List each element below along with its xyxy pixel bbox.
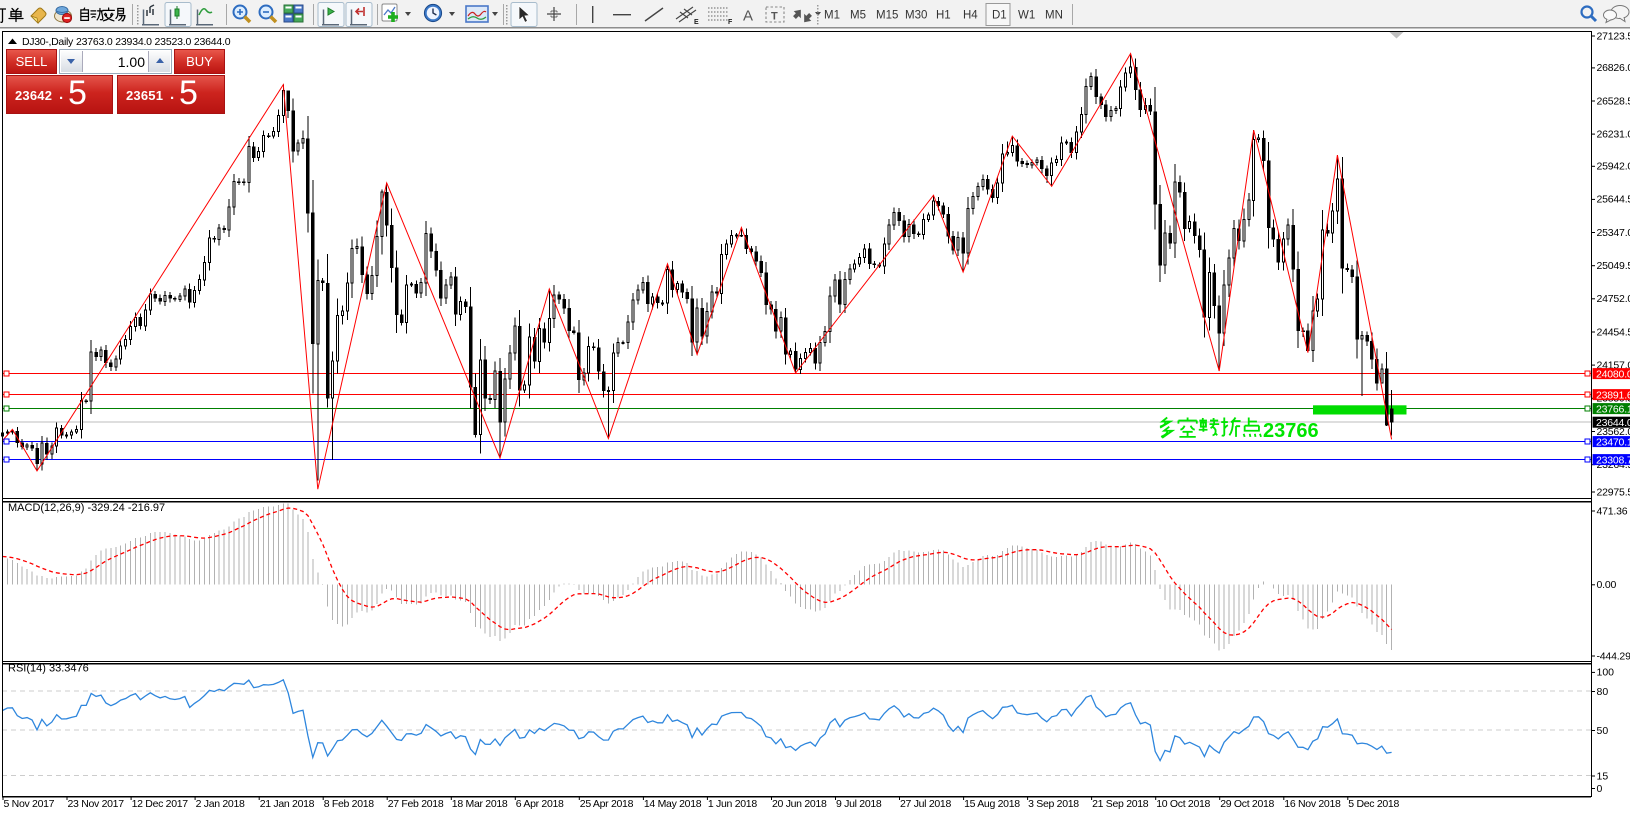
svg-text:23308.7: 23308.7 (1596, 454, 1630, 466)
svg-text:25 Apr 2018: 25 Apr 2018 (580, 798, 634, 810)
svg-text:M1: M1 (824, 10, 840, 22)
svg-text:14 May 2018: 14 May 2018 (644, 798, 702, 810)
svg-text:1 Jun 2018: 1 Jun 2018 (708, 798, 757, 810)
svg-text:27 Jul 2018: 27 Jul 2018 (900, 798, 951, 810)
svg-text:10 Oct 2018: 10 Oct 2018 (1156, 798, 1210, 810)
svg-text:27 Feb 2018: 27 Feb 2018 (388, 798, 444, 810)
svg-text:26231.0: 26231.0 (1597, 128, 1630, 140)
svg-text:H1: H1 (936, 10, 951, 22)
svg-text:H4: H4 (963, 10, 978, 22)
svg-text:8 Feb 2018: 8 Feb 2018 (324, 798, 375, 810)
svg-text:27123.5: 27123.5 (1597, 30, 1630, 42)
svg-text:2 Jan 2018: 2 Jan 2018 (196, 798, 245, 810)
svg-text:471.36: 471.36 (1597, 505, 1628, 517)
svg-text:F: F (728, 19, 733, 26)
svg-text:RSI(14) 33.3476: RSI(14) 33.3476 (8, 663, 89, 675)
svg-text:M30: M30 (905, 10, 927, 22)
svg-text:16 Nov 2018: 16 Nov 2018 (1284, 798, 1341, 810)
svg-text:23562.0: 23562.0 (1597, 426, 1630, 438)
svg-text:W1: W1 (1018, 10, 1035, 22)
svg-text:80: 80 (1597, 686, 1609, 698)
svg-text:E: E (694, 19, 699, 26)
svg-text:23763.0 23934.0 23523.0 23644.: 23763.0 23934.0 23523.0 23644.0 (76, 36, 231, 48)
svg-text:23766.1: 23766.1 (1596, 403, 1630, 415)
svg-text:26528.5: 26528.5 (1597, 95, 1630, 107)
svg-text:A: A (743, 8, 753, 25)
svg-text:-444.29: -444.29 (1597, 650, 1630, 662)
svg-text:18 Mar 2018: 18 Mar 2018 (452, 798, 508, 810)
svg-text:3 Sep 2018: 3 Sep 2018 (1028, 798, 1079, 810)
svg-text:20 Jun 2018: 20 Jun 2018 (772, 798, 827, 810)
svg-text:23 Nov 2017: 23 Nov 2017 (68, 798, 125, 810)
svg-text:5 Nov 2017: 5 Nov 2017 (4, 798, 55, 810)
svg-text:5 Dec 2018: 5 Dec 2018 (1348, 798, 1399, 810)
svg-text:9 Jul 2018: 9 Jul 2018 (836, 798, 882, 810)
svg-text:50: 50 (1597, 725, 1609, 737)
svg-text:21 Sep 2018: 21 Sep 2018 (1092, 798, 1149, 810)
svg-text:25644.5: 25644.5 (1597, 194, 1630, 206)
svg-text:24454.5: 24454.5 (1597, 326, 1630, 338)
svg-text:26826.0: 26826.0 (1597, 62, 1630, 74)
svg-text:24080.0: 24080.0 (1596, 368, 1630, 380)
svg-text:23766: 23766 (1263, 420, 1319, 442)
svg-text:DJ30-,Daily: DJ30-,Daily (22, 36, 74, 48)
svg-text:M15: M15 (876, 10, 898, 22)
svg-text:22975.5: 22975.5 (1597, 486, 1630, 498)
svg-text:23644.0: 23644.0 (1596, 417, 1630, 429)
svg-text:15 Aug 2018: 15 Aug 2018 (964, 798, 1020, 810)
svg-text:MN: MN (1045, 10, 1063, 22)
svg-text:0: 0 (1597, 783, 1603, 795)
svg-text:M5: M5 (850, 10, 866, 22)
svg-text:T: T (771, 11, 778, 23)
svg-text:15: 15 (1597, 770, 1609, 782)
svg-text:100: 100 (1597, 667, 1615, 679)
svg-text:23470.1: 23470.1 (1596, 436, 1630, 448)
svg-text:29 Oct 2018: 29 Oct 2018 (1220, 798, 1274, 810)
svg-text:12 Dec 2017: 12 Dec 2017 (132, 798, 189, 810)
svg-text:25347.0: 25347.0 (1597, 227, 1630, 239)
svg-text:D1: D1 (992, 10, 1007, 22)
svg-text:25942.0: 25942.0 (1597, 161, 1630, 173)
svg-text:6 Apr 2018: 6 Apr 2018 (516, 798, 564, 810)
svg-text:24752.0: 24752.0 (1597, 293, 1630, 305)
svg-text:25049.5: 25049.5 (1597, 260, 1630, 272)
svg-text:0.00: 0.00 (1597, 579, 1617, 591)
svg-text:MACD(12,26,9) -329.24 -216.97: MACD(12,26,9) -329.24 -216.97 (8, 502, 165, 514)
svg-text:23891.6: 23891.6 (1596, 389, 1630, 401)
svg-text:21 Jan 2018: 21 Jan 2018 (260, 798, 315, 810)
